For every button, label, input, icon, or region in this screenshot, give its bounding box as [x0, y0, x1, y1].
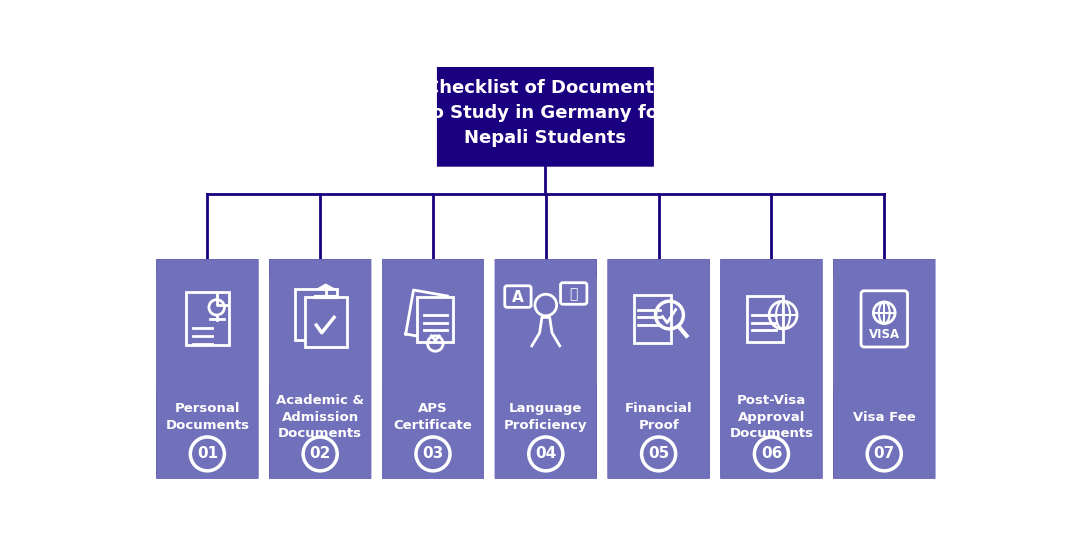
Bar — [157, 276, 259, 386]
Text: 06: 06 — [760, 446, 782, 461]
FancyBboxPatch shape — [437, 67, 654, 166]
FancyBboxPatch shape — [833, 259, 935, 478]
Text: APS
Certificate: APS Certificate — [394, 402, 473, 432]
FancyBboxPatch shape — [269, 259, 372, 478]
Bar — [269, 276, 372, 386]
FancyBboxPatch shape — [495, 259, 596, 478]
FancyBboxPatch shape — [269, 259, 372, 478]
Text: Personal
Documents: Personal Documents — [165, 402, 249, 432]
Text: Academic &
Admission
Documents: Academic & Admission Documents — [276, 394, 364, 440]
FancyBboxPatch shape — [495, 259, 596, 478]
FancyBboxPatch shape — [417, 296, 453, 342]
FancyBboxPatch shape — [720, 259, 822, 478]
FancyBboxPatch shape — [295, 289, 338, 340]
Bar — [608, 276, 709, 386]
Text: 02: 02 — [310, 446, 331, 461]
FancyBboxPatch shape — [608, 259, 709, 478]
Text: Language
Proficiency: Language Proficiency — [504, 402, 588, 432]
Text: Checklist of Documents
to Study in Germany for
Nepali Students: Checklist of Documents to Study in Germa… — [424, 79, 668, 147]
Text: 04: 04 — [536, 446, 556, 461]
FancyBboxPatch shape — [157, 259, 259, 478]
Text: 05: 05 — [648, 446, 669, 461]
Bar — [495, 276, 596, 386]
Text: 03: 03 — [423, 446, 444, 461]
FancyBboxPatch shape — [608, 259, 709, 478]
FancyBboxPatch shape — [382, 259, 484, 478]
Text: Financial
Proof: Financial Proof — [625, 402, 692, 432]
Text: VISA: VISA — [869, 328, 900, 341]
Text: Visa Fee: Visa Fee — [853, 411, 916, 423]
FancyBboxPatch shape — [382, 259, 484, 478]
Bar — [720, 276, 822, 386]
FancyBboxPatch shape — [157, 259, 259, 478]
Bar — [382, 276, 484, 386]
FancyBboxPatch shape — [305, 296, 346, 347]
Text: Post-Visa
Approval
Documents: Post-Visa Approval Documents — [730, 394, 814, 440]
FancyBboxPatch shape — [833, 259, 935, 478]
Text: A: A — [512, 290, 524, 305]
Text: 07: 07 — [873, 446, 895, 461]
Bar — [833, 276, 935, 386]
Polygon shape — [316, 284, 335, 290]
Text: 문: 문 — [570, 287, 578, 301]
FancyBboxPatch shape — [720, 259, 822, 478]
Text: 01: 01 — [197, 446, 218, 461]
